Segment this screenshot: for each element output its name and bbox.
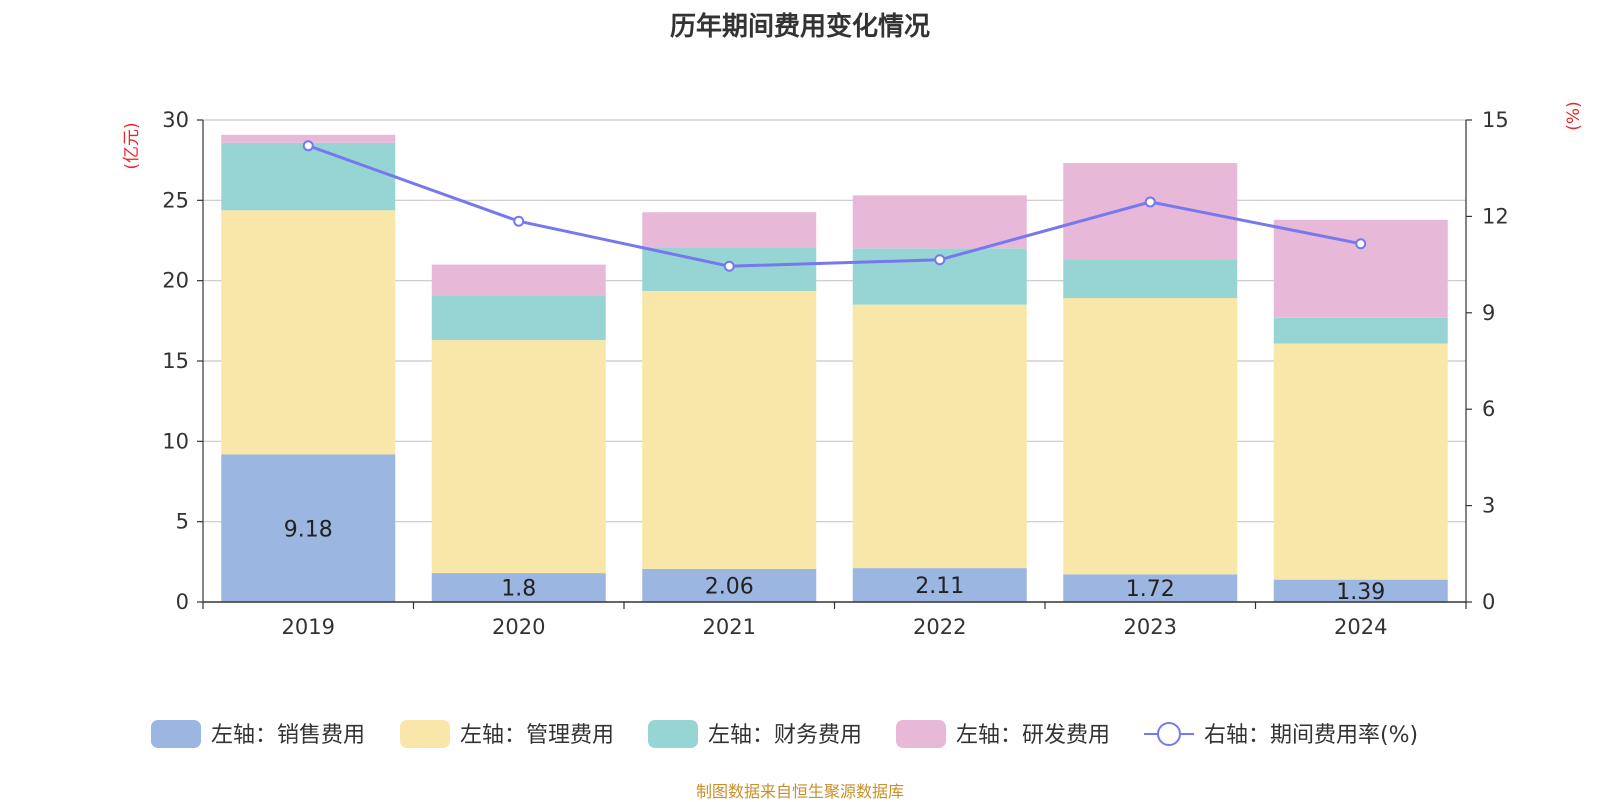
bar-segment-2 <box>431 340 606 574</box>
legend-marker <box>1157 722 1181 746</box>
legend-swatch <box>400 720 450 748</box>
bar-segment-4 <box>642 212 817 248</box>
bar-segment-3 <box>1273 317 1448 344</box>
bar-segment-4 <box>1063 163 1238 260</box>
legend-label: 左轴：管理费用 <box>460 723 614 748</box>
rate-point <box>1355 238 1367 250</box>
bar-segment-2 <box>1063 298 1238 575</box>
bar-segment-4 <box>221 134 396 143</box>
bar-segment-3 <box>221 142 396 211</box>
rate-point <box>1144 196 1156 208</box>
legend-label: 左轴：研发费用 <box>956 723 1110 748</box>
bar-segment-1 <box>221 454 396 602</box>
x-tick-label: 2024 <box>1334 615 1387 639</box>
x-tick-label: 2020 <box>492 615 545 639</box>
bar-segment-1 <box>1063 574 1238 602</box>
left-tick-label: 30 <box>162 108 189 132</box>
bar-segment-4 <box>1273 219 1448 318</box>
legend-swatch <box>648 720 698 748</box>
bar-data-label: 1.8 <box>501 577 536 602</box>
left-axis-unit: (亿元) <box>122 122 142 169</box>
left-tick-label: 25 <box>162 188 189 212</box>
bar-segment-4 <box>852 195 1027 249</box>
right-tick-label: 15 <box>1482 108 1509 132</box>
bar-segment-2 <box>642 290 817 569</box>
bar-data-label: 2.11 <box>915 574 964 599</box>
left-tick-label: 15 <box>162 349 189 373</box>
bar-segment-4 <box>431 264 606 296</box>
bar-segment-2 <box>1273 343 1448 580</box>
x-tick-label: 2021 <box>703 615 756 639</box>
bar-data-label: 1.72 <box>1126 577 1175 602</box>
right-tick-label: 12 <box>1482 204 1509 228</box>
left-tick-label: 0 <box>176 590 189 614</box>
rate-point <box>934 254 946 266</box>
bar-segment-1 <box>852 568 1027 602</box>
x-tick-label: 2022 <box>913 615 966 639</box>
bar-segment-3 <box>1063 259 1238 299</box>
right-tick-label: 6 <box>1482 397 1495 421</box>
bar-data-label: 1.39 <box>1336 580 1385 605</box>
source-note: 制图数据来自恒生聚源数据库 <box>695 782 904 801</box>
bar-data-label: 2.06 <box>705 574 754 599</box>
legend-label: 右轴：期间费用率(%) <box>1204 723 1418 748</box>
legend-label: 左轴：销售费用 <box>211 723 365 748</box>
right-tick-label: 0 <box>1482 590 1495 614</box>
left-tick-label: 10 <box>162 429 189 453</box>
right-tick-label: 9 <box>1482 301 1495 325</box>
rate-point <box>513 215 525 227</box>
bar-segment-2 <box>221 210 396 455</box>
bar-segment-1 <box>1273 579 1448 602</box>
bar-segment-1 <box>642 568 817 602</box>
left-tick-label: 5 <box>176 510 189 534</box>
rate-point <box>302 140 314 152</box>
rate-point <box>723 260 735 272</box>
bar-segment-1 <box>431 573 606 602</box>
bar-segment-3 <box>431 295 606 341</box>
right-axis-unit: (%) <box>1564 101 1584 130</box>
chart-title: 历年期间费用变化情况 <box>669 12 930 42</box>
left-tick-label: 20 <box>162 269 189 293</box>
rate-line <box>307 144 1362 268</box>
legend-label: 左轴：财务费用 <box>708 723 862 748</box>
x-tick-label: 2019 <box>282 615 335 639</box>
legend-swatch <box>151 720 201 748</box>
x-tick-label: 2023 <box>1124 615 1177 639</box>
right-tick-label: 3 <box>1482 494 1495 518</box>
bar-data-label: 9.18 <box>284 517 333 542</box>
legend-swatch <box>896 720 946 748</box>
bar-segment-2 <box>852 304 1027 569</box>
